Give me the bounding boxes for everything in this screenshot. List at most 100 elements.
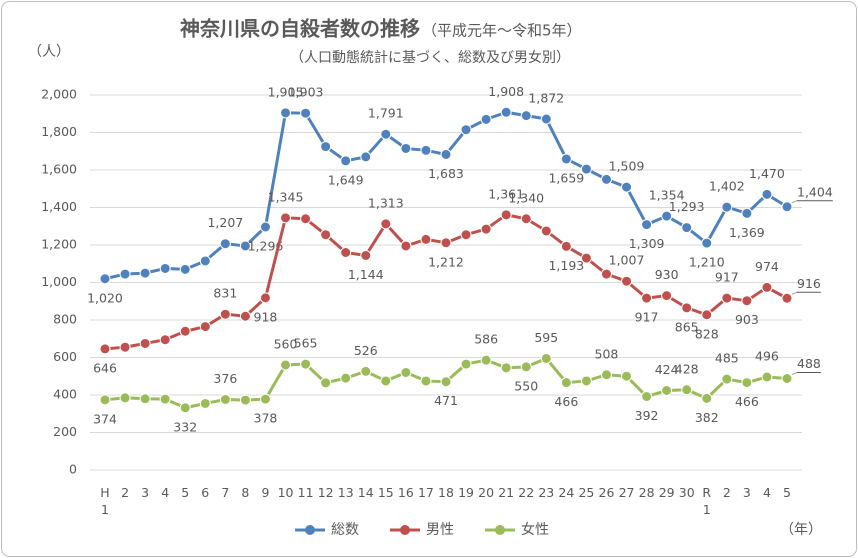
data-point: [701, 392, 713, 404]
x-tick-label: 3: [742, 485, 751, 500]
leader-line: [791, 200, 798, 204]
data-point: [781, 201, 793, 213]
legend-label: 男性: [426, 522, 454, 538]
x-tick-label: 8: [241, 485, 250, 500]
data-point: [661, 385, 673, 396]
data-label: 332: [173, 419, 197, 434]
data-point: [380, 218, 392, 230]
x-tick-label: 22: [518, 485, 535, 500]
data-label: 488: [797, 356, 821, 371]
x-tick-label: 5: [181, 485, 190, 500]
data-label: 374: [93, 411, 117, 426]
data-label: 1,193: [548, 258, 584, 273]
data-point: [460, 229, 472, 241]
x-tick-label: 19: [458, 485, 474, 500]
y-tick-label: 1,800: [41, 124, 77, 139]
data-label: 378: [254, 411, 278, 426]
x-tick-label: 21: [498, 485, 515, 500]
x-tick-label: R 1: [702, 485, 712, 517]
y-tick-label: 600: [53, 349, 77, 364]
data-point: [540, 352, 552, 364]
data-point: [139, 267, 151, 279]
data-point: [239, 240, 251, 252]
data-point: [520, 213, 532, 225]
data-point: [400, 240, 412, 252]
data-label: 1,144: [348, 267, 384, 282]
data-point: [300, 107, 312, 119]
data-label: 382: [695, 410, 719, 425]
data-label: 1,361: [488, 186, 524, 201]
data-label: 1,903: [288, 85, 324, 100]
data-label: 865: [675, 319, 699, 334]
data-label: 1,470: [749, 166, 785, 181]
data-point: [239, 394, 251, 406]
leader-line: [791, 372, 798, 375]
data-point: [560, 240, 572, 252]
x-tick-label: 2: [121, 485, 130, 500]
legend-marker: [495, 525, 505, 535]
data-label: 1,905: [268, 84, 304, 99]
data-point: [580, 375, 592, 387]
data-label: 1,309: [629, 236, 665, 251]
data-label: 1,402: [709, 179, 745, 194]
data-label: 1,659: [548, 170, 584, 185]
data-point: [480, 113, 492, 125]
data-point: [600, 173, 612, 185]
data-point: [761, 281, 773, 293]
y-tick-label: 1,400: [41, 199, 77, 214]
data-point: [520, 361, 532, 373]
x-tick-label: 14: [357, 485, 374, 500]
legend-marker: [305, 525, 315, 535]
data-point: [360, 365, 372, 377]
x-tick-label: 30: [678, 485, 695, 500]
data-label: 831: [213, 286, 237, 301]
data-point: [681, 222, 693, 234]
data-point: [721, 201, 733, 213]
data-point: [600, 369, 612, 381]
x-tick-label: 29: [658, 485, 675, 500]
data-point: [320, 377, 332, 389]
data-point: [741, 377, 753, 389]
x-tick-label: 15: [377, 485, 394, 500]
data-point: [300, 358, 312, 370]
data-label: 1,007: [609, 253, 645, 268]
data-point: [721, 292, 733, 304]
data-point: [380, 128, 392, 140]
data-label: 974: [755, 259, 779, 274]
data-label: 560: [274, 337, 298, 352]
data-point: [99, 394, 111, 406]
data-point: [741, 295, 753, 307]
data-point: [681, 384, 693, 396]
x-tick-label: 28: [638, 485, 655, 500]
x-axis-label: （年）: [780, 522, 822, 538]
x-tick-label: 24: [558, 485, 575, 500]
data-label: 1,293: [669, 199, 705, 214]
data-point: [701, 309, 713, 321]
x-tick-label: 17: [417, 485, 434, 500]
y-tick-label: 2,000: [41, 87, 77, 102]
data-label: 1,404: [797, 184, 833, 199]
data-label: 1,345: [268, 189, 304, 204]
data-label: 1,649: [328, 172, 364, 187]
x-tick-label: H 1: [100, 485, 110, 517]
y-tick-label: 0: [69, 462, 77, 477]
data-point: [621, 181, 633, 193]
y-tick-label: 1,200: [41, 237, 77, 252]
data-point: [641, 391, 653, 402]
data-point: [199, 255, 211, 267]
data-point: [440, 376, 452, 388]
data-point: [480, 223, 492, 235]
data-point: [280, 107, 292, 119]
data-point: [500, 362, 512, 374]
data-point: [219, 394, 231, 405]
data-label: 565: [294, 336, 318, 351]
x-tick-label: 5: [783, 485, 791, 500]
data-label: 466: [735, 394, 759, 409]
data-point: [119, 341, 131, 353]
data-point: [540, 225, 552, 237]
data-point: [681, 302, 693, 314]
chart-title-note: （平成元年～令和5年）: [422, 22, 582, 40]
y-tick-label: 400: [53, 387, 77, 402]
data-point: [259, 221, 271, 233]
x-tick-label: 26: [598, 485, 615, 500]
